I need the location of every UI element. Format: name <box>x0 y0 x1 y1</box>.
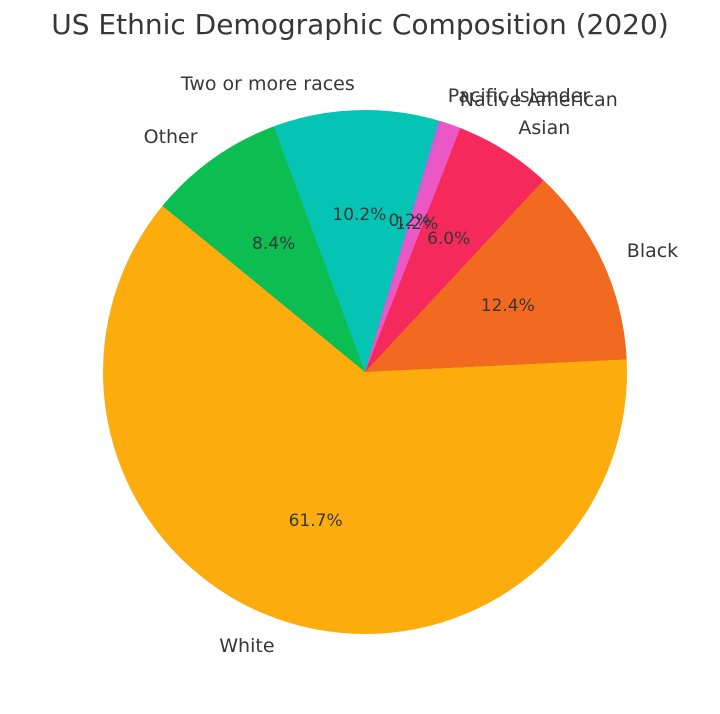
slice-pct-other: 8.4% <box>252 234 296 255</box>
slice-label-native-american: Native American <box>459 88 618 111</box>
chart-title: US Ethnic Demographic Composition (2020) <box>51 8 669 41</box>
slice-pct-native-american: 1.2% <box>395 213 439 234</box>
slice-pct-asian: 6.0% <box>427 228 471 249</box>
slice-label-black: Black <box>626 240 679 263</box>
slice-pct-black: 12.4% <box>480 296 535 317</box>
slice-pct-white: 61.7% <box>288 511 343 532</box>
slice-label-two-or-more-races: Two or more races <box>180 72 355 95</box>
slice-pct-two-or-more-races: 10.2% <box>332 204 387 225</box>
slice-label-pacific-islander: Pacific Islander <box>447 84 591 107</box>
slice-pct-pacific-islander: 0.2% <box>388 211 432 232</box>
slice-label-other: Other <box>143 126 198 149</box>
slice-label-asian: Asian <box>518 117 571 140</box>
pie-chart <box>103 110 627 634</box>
slice-label-white: White <box>219 634 275 657</box>
